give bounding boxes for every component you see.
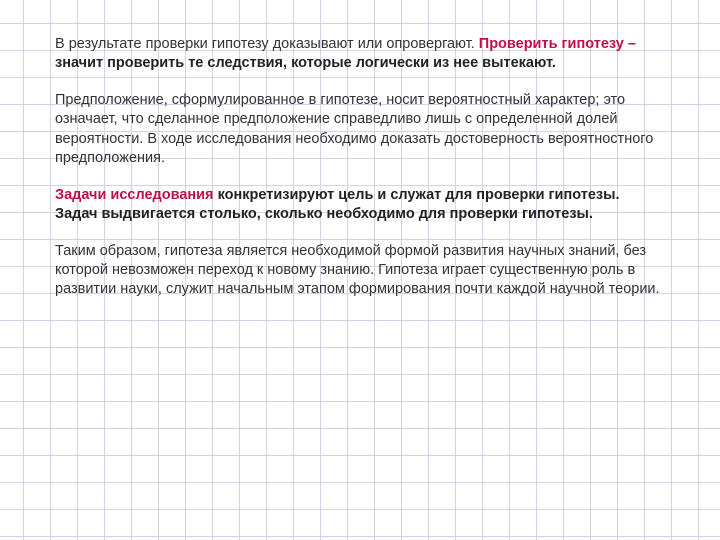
- paragraph-1: В результате проверки гипотезу доказываю…: [55, 35, 665, 73]
- p2-text: Предположение, сформулированное в гипоте…: [55, 92, 653, 165]
- paragraph-2: Предположение, сформулированное в гипоте…: [55, 91, 665, 168]
- slide-content: В результате проверки гипотезу доказываю…: [55, 35, 665, 299]
- p1-accent: Проверить гипотезу –: [479, 36, 636, 52]
- paragraph-3: Задачи исследования конкретизируют цель …: [55, 186, 665, 224]
- p1-bold: значит проверить те следствия, которые л…: [55, 55, 556, 71]
- p4-text: Таким образом, гипотеза является необход…: [55, 243, 660, 297]
- paragraph-4: Таким образом, гипотеза является необход…: [55, 242, 665, 299]
- p3-accent: Задачи исследования: [55, 187, 218, 203]
- p1-plain-1: В результате проверки гипотезу доказываю…: [55, 36, 479, 52]
